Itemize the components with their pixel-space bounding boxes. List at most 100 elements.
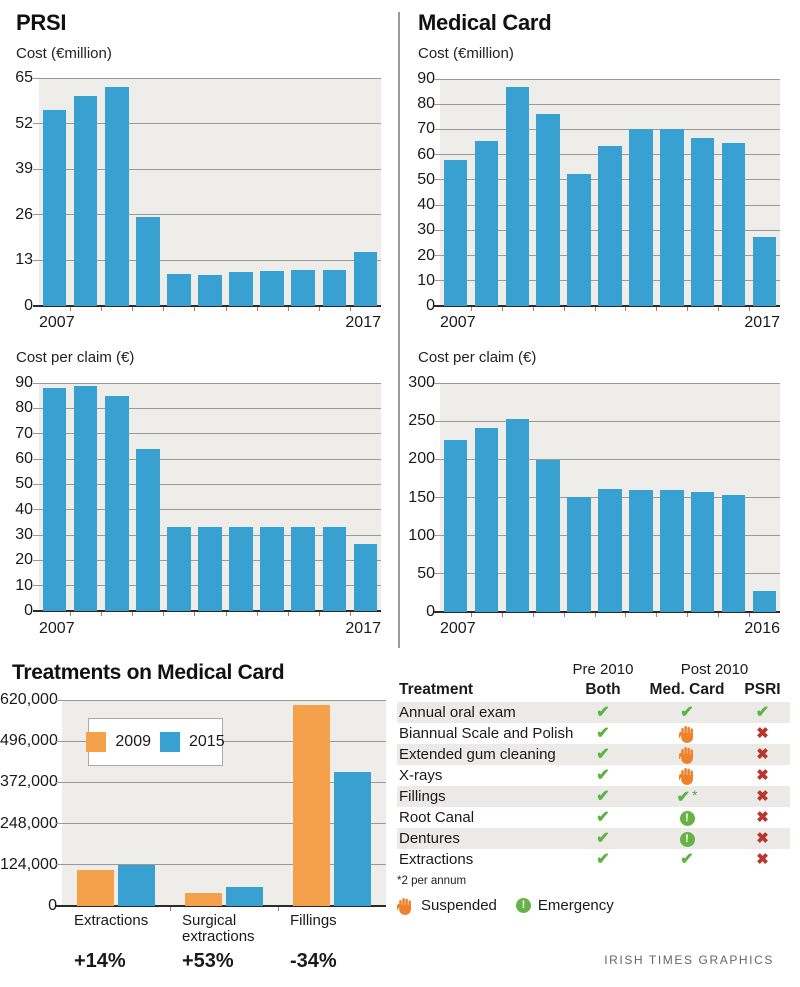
x-tick — [163, 307, 165, 311]
bar-slot — [718, 79, 749, 306]
group-header-pre-2010: Pre 2010 — [572, 660, 634, 678]
bar-slot — [625, 79, 656, 306]
bars-container — [39, 383, 381, 611]
gridline — [33, 433, 381, 435]
status-cell: ✔ — [567, 830, 639, 847]
check-icon: ✔ — [755, 703, 770, 721]
bar — [293, 704, 330, 906]
x-tick — [501, 307, 503, 311]
bar-slot — [595, 383, 626, 612]
column-header-psri: PSRI — [744, 681, 781, 699]
y-tick-label: 496,000 — [0, 732, 58, 750]
status-cell: ✔ — [735, 703, 790, 721]
y-tick-label: 30 — [15, 526, 33, 543]
x-tick — [718, 613, 720, 617]
bar-slot — [163, 78, 194, 306]
x-tick — [749, 307, 751, 311]
status-cell: ✖ — [735, 726, 790, 741]
status-cell: ✔ — [639, 850, 735, 868]
status-cell: ✖ — [735, 831, 790, 846]
gridline — [33, 214, 381, 216]
y-axis-ticks: 0 10 20 30 40 50 60 70 80 90 — [0, 374, 33, 619]
table-group-header: Pre 2010 Post 2010 — [397, 660, 790, 678]
x-tick — [318, 612, 320, 616]
x-tick — [70, 612, 72, 616]
check-icon: ✔ — [676, 788, 690, 806]
check-icon: ✔ — [680, 850, 694, 868]
x-tick — [687, 307, 689, 311]
bar — [690, 138, 715, 306]
bar-slot — [70, 383, 101, 611]
y-axis-ticks: 0 13 26 39 52 65 — [0, 69, 33, 314]
bar-slot — [471, 79, 502, 306]
y-tick-label: 50 — [417, 170, 435, 188]
x-tick — [256, 307, 258, 311]
bar-slot — [687, 79, 718, 306]
gridline — [434, 305, 780, 307]
gridline — [33, 123, 381, 125]
y-axis-ticks: 0 124,000 248,000 372,000 496,000 620,000 — [0, 691, 58, 914]
bar-slot — [471, 383, 502, 612]
table-row: Annual oral exam ✔ ✔ ✔ — [397, 702, 790, 723]
status-cell: ✔ — [567, 746, 639, 763]
column-header-treatment: Treatment — [399, 681, 474, 698]
category-label: Surgical extractions — [182, 912, 255, 945]
bar-slot — [163, 383, 194, 611]
x-tick — [470, 613, 472, 617]
bar-slot — [39, 78, 70, 306]
gridline — [33, 77, 381, 79]
bar-slot — [194, 78, 225, 306]
x-tick — [718, 307, 720, 311]
bar-slot — [502, 79, 533, 306]
treatment-label: Root Canal — [399, 809, 475, 826]
bar — [198, 275, 222, 306]
bar — [118, 864, 155, 906]
bar — [104, 86, 129, 306]
bar-slot — [687, 383, 718, 612]
credit-line: IRISH TIMES GRAPHICS — [604, 953, 774, 967]
suspended-hand-icon — [676, 726, 696, 743]
x-tick — [278, 907, 279, 911]
bar — [226, 887, 263, 906]
suspended-hand-icon — [676, 768, 696, 785]
plot-area — [56, 699, 386, 911]
y-tick-label: 10 — [417, 271, 435, 289]
bar — [291, 270, 316, 306]
table-row: Biannual Scale and Polish ✔ ✖ — [397, 723, 790, 744]
gridline — [33, 382, 381, 384]
y-axis-label: Cost (€million) — [16, 45, 112, 62]
x-label-first: 2007 — [39, 314, 75, 331]
x-tick — [625, 613, 627, 617]
bar — [322, 527, 347, 611]
legend-label-2009: 2009 — [115, 733, 151, 750]
asterisk-note: * — [691, 786, 698, 803]
bar-slot — [70, 78, 101, 306]
legend-swatch-2015 — [160, 732, 180, 752]
y-axis-label: Cost per claim (€) — [418, 349, 537, 366]
gridline — [33, 458, 381, 460]
bar — [167, 274, 191, 306]
bar — [721, 495, 746, 612]
bar-slot — [257, 78, 288, 306]
gridline — [33, 259, 381, 261]
emergency-icon: ! — [679, 811, 695, 826]
section-title-medical-card: Medical Card — [418, 10, 552, 35]
y-tick-label: 70 — [15, 424, 33, 442]
bar-slot — [656, 79, 687, 306]
bar-slot — [257, 383, 288, 611]
table-header-row: Treatment Both Med. Card PSRI — [397, 678, 790, 702]
bar — [752, 591, 777, 612]
table-row: X-rays ✔ ✖ — [397, 765, 790, 786]
x-tick — [656, 613, 658, 617]
y-tick-label: 40 — [15, 500, 33, 518]
suspended-hand-icon — [676, 747, 696, 764]
treatment-label: Biannual Scale and Polish — [399, 725, 574, 742]
change-labels: +14% +53% -34% — [62, 950, 386, 973]
suspended-hand-icon — [395, 896, 414, 915]
x-tick — [170, 907, 171, 911]
bar-slot — [440, 383, 471, 612]
y-tick-label: 90 — [417, 70, 435, 87]
bar-slot — [226, 383, 257, 611]
x-tick — [225, 612, 227, 616]
bar — [185, 893, 222, 906]
